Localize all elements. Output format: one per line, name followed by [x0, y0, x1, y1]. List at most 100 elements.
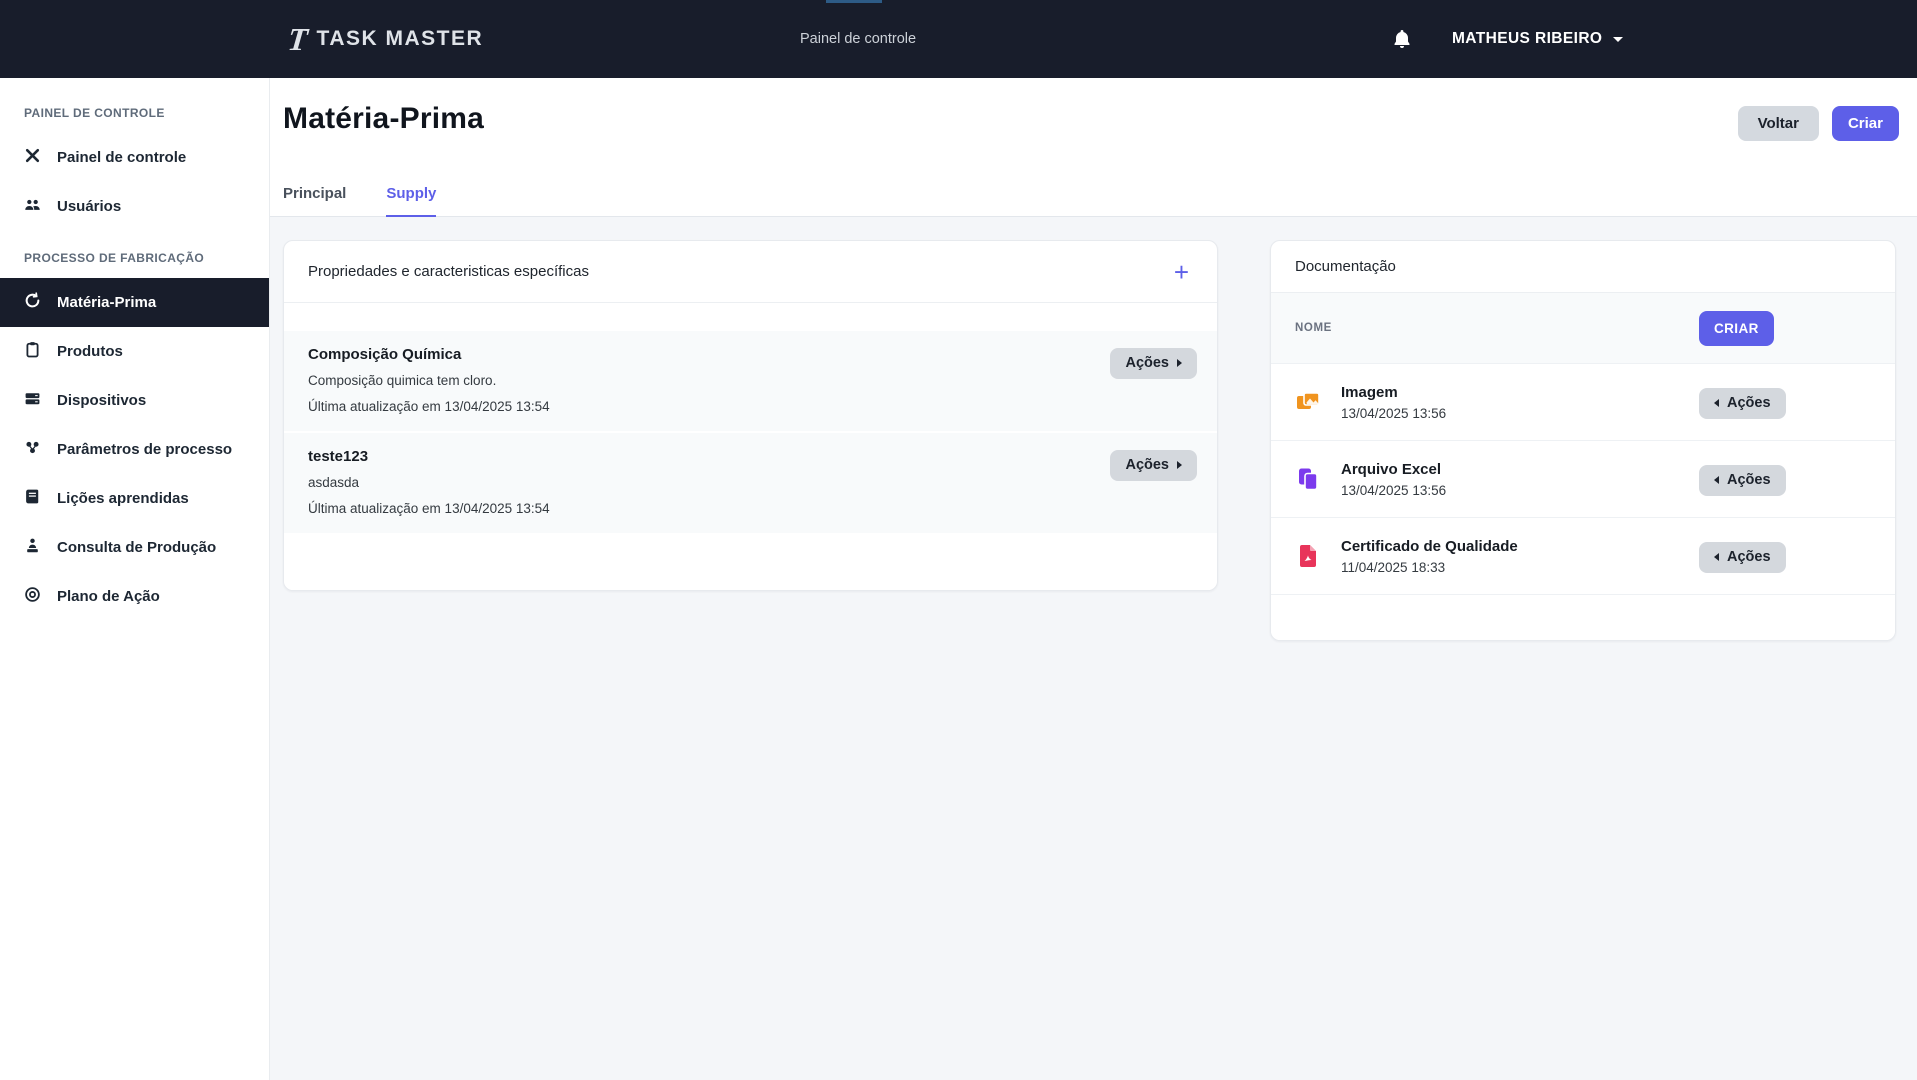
- chevron-down-icon: [1613, 36, 1624, 42]
- devices-icon: [24, 390, 41, 411]
- tab-supply[interactable]: Supply: [386, 185, 437, 217]
- sidebar-item-label: Parâmetros de processo: [57, 441, 233, 458]
- property-actions-button[interactable]: Ações: [1110, 450, 1197, 481]
- caret-right-icon: [1177, 461, 1182, 469]
- page-title: Matéria-Prima: [283, 102, 485, 135]
- properties-card-title: Propriedades e caracteristicas específic…: [308, 263, 589, 280]
- document-info: Certificado de Qualidade 11/04/2025 18:3…: [1295, 538, 1699, 575]
- book-icon: [24, 488, 41, 509]
- actions-label: Ações: [1727, 471, 1771, 488]
- documentation-card-footer: [1271, 595, 1895, 640]
- document-row: Arquivo Excel 13/04/2025 13:56 Ações: [1271, 441, 1895, 518]
- document-info: Arquivo Excel 13/04/2025 13:56: [1295, 461, 1699, 498]
- page-header: Matéria-Prima Voltar Criar Principal Sup…: [270, 78, 1917, 217]
- clipboard-icon: [24, 341, 41, 362]
- sidebar-item-painel-de-controle[interactable]: Painel de controle: [0, 133, 269, 182]
- sidebar-section-painel: PAINEL DE CONTROLE: [24, 106, 165, 120]
- document-info: Imagem 13/04/2025 13:56: [1295, 384, 1699, 421]
- property-description: asdasda: [308, 475, 360, 490]
- actions-column-header: CRIAR: [1699, 310, 1871, 346]
- property-info: teste123 asdasda Última atualização em 1…: [308, 448, 1110, 516]
- tab-bar: Principal Supply: [283, 185, 437, 217]
- document-actions-button[interactable]: Ações: [1699, 464, 1786, 496]
- documentation-table-header: NOME CRIAR: [1271, 293, 1895, 364]
- bell-icon: [1390, 29, 1414, 54]
- document-date: 13/04/2025 13:56: [1341, 405, 1447, 421]
- documentation-card-title: Documentação: [1295, 258, 1396, 275]
- document-date: 11/04/2025 18:33: [1341, 559, 1446, 575]
- caret-left-icon: [1714, 475, 1719, 484]
- sidebar-section-processo: PROCESSO DE FABRICAÇÃO: [24, 251, 205, 265]
- add-property-button[interactable]: +: [1174, 259, 1189, 285]
- plus-icon: +: [1173, 256, 1189, 287]
- navbar-link-painel-de-controle[interactable]: Painel de controle: [800, 0, 916, 78]
- property-updated: Última atualização em 13/04/2025 13:54: [308, 399, 550, 414]
- sidebar-item-label: Usuários: [57, 198, 122, 215]
- create-document-button[interactable]: CRIAR: [1699, 310, 1774, 346]
- name-column-header: NOME: [1295, 322, 1332, 334]
- actions-label: Ações: [1727, 394, 1771, 411]
- top-navbar: T TASK MASTER Painel de controle MATHEUS…: [0, 0, 1917, 78]
- notifications-button[interactable]: [1388, 26, 1416, 54]
- property-description: Composição quimica tem cloro.: [308, 373, 497, 388]
- document-text: Arquivo Excel 13/04/2025 13:56: [1341, 461, 1446, 498]
- document-actions-button[interactable]: Ações: [1699, 541, 1786, 573]
- progress-bar-artifact: [826, 0, 882, 3]
- navbar-link-label: Painel de controle: [800, 31, 917, 47]
- user-menu[interactable]: MATHEUS RIBEIRO: [1452, 0, 1624, 78]
- actions-label: Ações: [1125, 355, 1169, 371]
- tab-principal[interactable]: Principal: [283, 185, 346, 216]
- properties-card-footer: [284, 535, 1217, 590]
- properties-card: Propriedades e caracteristicas específic…: [283, 240, 1218, 591]
- sidebar-item-label: Produtos: [57, 343, 123, 360]
- document-row: Certificado de Qualidade 11/04/2025 18:3…: [1271, 518, 1895, 595]
- property-updated: Última atualização em 13/04/2025 13:54: [308, 501, 550, 516]
- sidebar-item-label: Lições aprendidas: [57, 490, 189, 507]
- caret-right-icon: [1177, 359, 1182, 367]
- brand-logo[interactable]: T TASK MASTER: [286, 0, 483, 78]
- sidebar: PAINEL DE CONTROLE Painel de controle Us…: [0, 78, 270, 1080]
- documentation-card-header: Documentação: [1271, 241, 1895, 293]
- document-actions: Ações: [1699, 386, 1871, 419]
- main-area: Matéria-Prima Voltar Criar Principal Sup…: [270, 78, 1917, 1080]
- list-spacer: [284, 303, 1217, 331]
- sidebar-item-label: Consulta de Produção: [57, 539, 217, 556]
- caret-left-icon: [1714, 398, 1719, 407]
- actions-label: Ações: [1125, 457, 1169, 473]
- document-text: Imagem 13/04/2025 13:56: [1341, 384, 1446, 421]
- sidebar-item-label: Plano de Ação: [57, 588, 160, 605]
- property-row: Composição Química Composição quimica te…: [284, 331, 1217, 433]
- sidebar-item-produtos[interactable]: Produtos: [0, 327, 269, 376]
- users-icon: [24, 196, 41, 217]
- sidebar-item-label: Dispositivos: [57, 392, 147, 409]
- sidebar-item-licoes-aprendidas[interactable]: Lições aprendidas: [0, 474, 269, 523]
- property-name: Composição Química: [308, 346, 462, 363]
- sidebar-item-plano-de-acao[interactable]: Plano de Ação: [0, 572, 269, 621]
- recycle-icon: [24, 292, 41, 313]
- document-actions-button[interactable]: Ações: [1699, 387, 1786, 419]
- document-date: 13/04/2025 13:56: [1341, 482, 1447, 498]
- sidebar-item-parametros-de-processo[interactable]: Parâmetros de processo: [0, 425, 269, 474]
- document-name: Certificado de Qualidade: [1341, 537, 1518, 555]
- actions-label: Ações: [1727, 548, 1771, 565]
- back-button[interactable]: Voltar: [1737, 106, 1819, 141]
- image-icon: [1295, 389, 1321, 415]
- document-name: Arquivo Excel: [1341, 460, 1442, 478]
- property-name: teste123: [308, 448, 369, 465]
- sidebar-item-consulta-de-producao[interactable]: Consulta de Produção: [0, 523, 269, 572]
- documentation-card: Documentação NOME CRIAR Imagem 13/04/202…: [1270, 240, 1896, 641]
- caret-left-icon: [1714, 552, 1719, 561]
- property-info: Composição Química Composição quimica te…: [308, 346, 1110, 414]
- document-text: Certificado de Qualidade 11/04/2025 18:3…: [1341, 538, 1518, 575]
- create-button[interactable]: Criar: [1831, 106, 1899, 141]
- brand-logo-icon: T: [286, 21, 310, 57]
- document-actions: Ações: [1699, 463, 1871, 496]
- properties-card-header: Propriedades e caracteristicas específic…: [284, 241, 1217, 303]
- sidebar-item-dispositivos[interactable]: Dispositivos: [0, 376, 269, 425]
- property-actions-button[interactable]: Ações: [1110, 348, 1197, 379]
- copy-icon: [1295, 466, 1321, 492]
- presenter-icon: [24, 537, 41, 558]
- sidebar-item-usuarios[interactable]: Usuários: [0, 182, 269, 231]
- sidebar-item-materia-prima[interactable]: Matéria-Prima: [0, 278, 269, 327]
- sidebar-item-label: Matéria-Prima: [57, 294, 157, 311]
